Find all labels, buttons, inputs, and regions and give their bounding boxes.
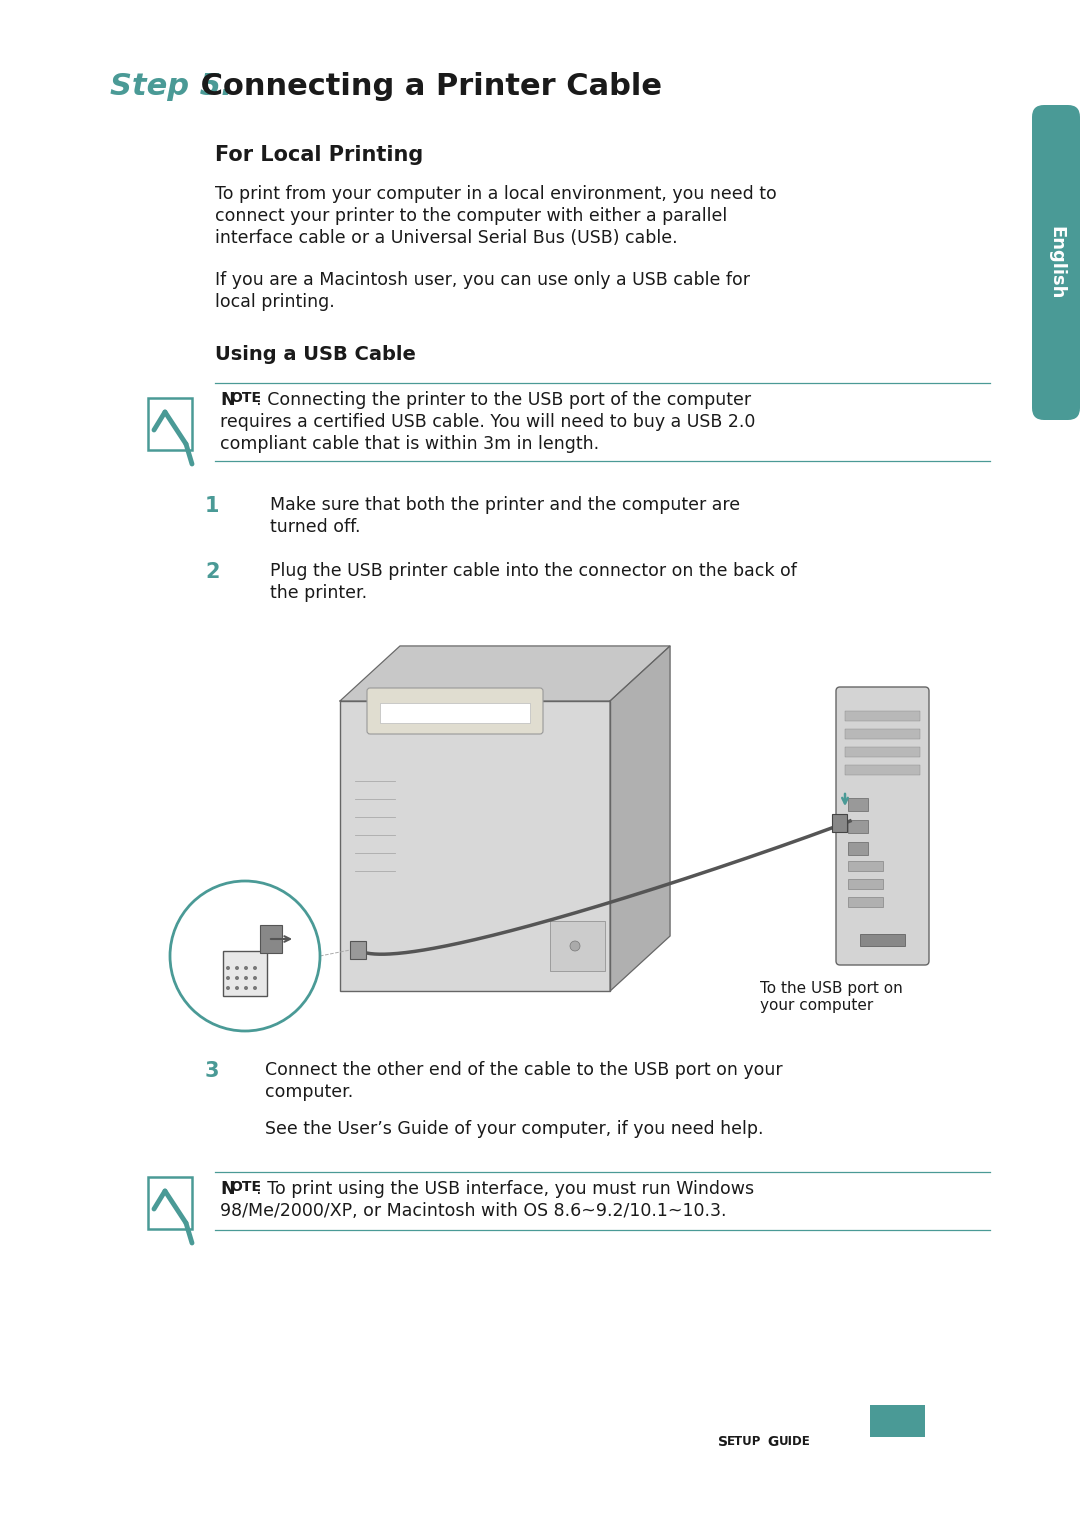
Bar [848,897,883,906]
Bar [222,951,267,996]
Text: 3: 3 [205,1061,219,1080]
Text: : Connecting the printer to the USB port of the computer: : Connecting the printer to the USB port… [256,391,751,409]
Circle shape [570,942,580,951]
Bar [848,798,868,810]
Text: turned off.: turned off. [270,517,361,536]
Text: English: English [1047,226,1065,299]
Text: interface cable or a Universal Serial Bus (USB) cable.: interface cable or a Universal Serial Bu… [215,229,677,247]
FancyBboxPatch shape [148,1177,192,1228]
Text: requires a certified USB cable. You will need to buy a USB 2.0: requires a certified USB cable. You will… [220,414,755,430]
Text: Make sure that both the printer and the computer are: Make sure that both the printer and the … [270,496,740,514]
Circle shape [235,986,239,990]
Bar [350,942,366,958]
Text: G: G [762,1434,780,1450]
Bar [848,842,868,855]
Text: If you are a Macintosh user, you can use only a USB cable for: If you are a Macintosh user, you can use… [215,272,750,288]
Circle shape [235,977,239,980]
Text: OTE: OTE [230,1180,261,1193]
Circle shape [253,966,257,971]
Bar [832,813,847,832]
Bar [848,861,883,871]
Text: : To print using the USB interface, you must run Windows: : To print using the USB interface, you … [256,1180,754,1198]
Circle shape [226,966,230,971]
Text: 19: 19 [881,1444,913,1463]
Text: compliant cable that is within 3m in length.: compliant cable that is within 3m in len… [220,435,599,453]
Text: connect your printer to the computer with either a parallel: connect your printer to the computer wit… [215,208,727,224]
Text: See the User’s Guide of your computer, if you need help.: See the User’s Guide of your computer, i… [265,1120,764,1138]
Text: Step 5.: Step 5. [110,72,232,101]
Bar [550,922,605,971]
Circle shape [244,966,248,971]
Bar [845,711,920,720]
Circle shape [235,966,239,971]
Polygon shape [340,645,670,700]
Text: Connect the other end of the cable to the USB port on your: Connect the other end of the cable to th… [265,1061,783,1079]
Text: ETUP: ETUP [727,1434,761,1448]
Bar [845,748,920,757]
Circle shape [253,986,257,990]
Polygon shape [610,645,670,990]
Text: 1: 1 [205,496,219,516]
Text: Connecting a Printer Cable: Connecting a Printer Cable [190,72,662,101]
Text: local printing.: local printing. [215,293,335,311]
Circle shape [244,986,248,990]
Text: Plug the USB printer cable into the connector on the back of: Plug the USB printer cable into the conn… [270,562,797,580]
Text: N: N [220,391,234,409]
Text: Using a USB Cable: Using a USB Cable [215,345,416,365]
Bar [860,934,905,946]
Bar [260,925,282,954]
Bar [340,700,610,990]
FancyBboxPatch shape [367,688,543,734]
Text: your computer: your computer [760,998,874,1013]
Text: computer.: computer. [265,1083,353,1100]
Bar [848,819,868,833]
Circle shape [226,986,230,990]
Text: 98/Me/2000/XP, or Macintosh with OS 8.6~9.2/10.1~10.3.: 98/Me/2000/XP, or Macintosh with OS 8.6~… [220,1202,727,1219]
Text: S: S [718,1434,728,1450]
FancyBboxPatch shape [836,687,929,964]
Bar [870,1405,924,1437]
Circle shape [253,977,257,980]
Bar [848,879,883,890]
Text: OTE: OTE [230,391,261,404]
Text: For Local Printing: For Local Printing [215,145,423,165]
Text: N: N [220,1180,234,1198]
FancyBboxPatch shape [148,398,192,450]
FancyBboxPatch shape [1032,105,1080,420]
Bar [845,729,920,739]
Text: UIDE: UIDE [779,1434,811,1448]
Text: 2: 2 [205,562,219,581]
Bar [380,703,530,723]
Text: To print from your computer in a local environment, you need to: To print from your computer in a local e… [215,185,777,203]
Text: To the USB port on: To the USB port on [760,981,903,996]
Circle shape [226,977,230,980]
Circle shape [244,977,248,980]
Bar [845,765,920,775]
Text: the printer.: the printer. [270,584,367,601]
